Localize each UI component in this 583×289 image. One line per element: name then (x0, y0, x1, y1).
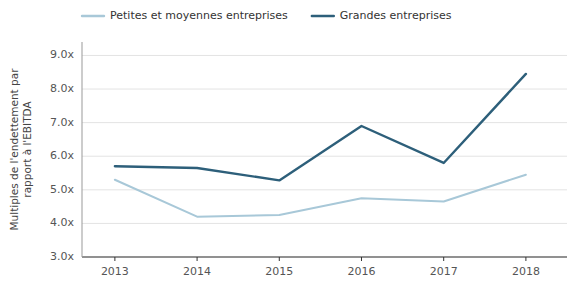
x-tick (525, 257, 526, 261)
y-tick-label: 3.0x (50, 250, 74, 263)
grid-line (82, 89, 567, 90)
y-axis-line (82, 42, 83, 257)
x-tick-label: 2018 (512, 265, 540, 278)
series-line (115, 175, 526, 217)
y-tick-label: 6.0x (50, 149, 74, 162)
series-line (115, 74, 526, 181)
grid-line (82, 156, 567, 157)
x-axis-line (82, 256, 567, 257)
grid (82, 55, 567, 257)
y-tick-label: 7.0x (50, 116, 74, 129)
chart: 3.0x 4.0x 5.0x 6.0x 7.0x 8.0x 9.0x 2013 2014 2015… (0, 0, 583, 289)
x-tick-label: 2014 (183, 265, 211, 278)
legend: Petites et moyennes entreprises Grandes e… (82, 9, 452, 22)
legend-label: Petites et moyennes entreprises (110, 9, 288, 22)
y-axis-label-line: Multiples de l'endettement par (8, 68, 20, 231)
x-tick-label: 2017 (430, 265, 458, 278)
y-tick-label: 4.0x (50, 216, 74, 229)
grid-line (82, 223, 567, 224)
grid-line (82, 189, 567, 190)
x-tick (279, 257, 280, 261)
x-tick (443, 257, 444, 261)
y-tick-label: 9.0x (50, 48, 74, 61)
y-tick-label: 5.0x (50, 183, 74, 196)
legend-swatch (312, 15, 334, 17)
grid-line (82, 257, 567, 258)
x-tick-label: 2015 (265, 265, 293, 278)
y-axis-label: Multiples de l'endettement parrapport à … (8, 68, 33, 231)
x-tick-label: 2013 (101, 265, 129, 278)
y-tick-label: 8.0x (50, 82, 74, 95)
plot-area (115, 74, 526, 217)
legend-swatch (82, 15, 104, 17)
x-tick (197, 257, 198, 261)
y-axis-label-line: rapport à l'EBITDA (21, 101, 33, 198)
grid-line (82, 55, 567, 56)
legend-label: Grandes entreprises (340, 9, 452, 22)
x-tick-label: 2016 (347, 265, 375, 278)
x-tick (361, 257, 362, 261)
x-tick (114, 257, 115, 261)
grid-line (82, 122, 567, 123)
